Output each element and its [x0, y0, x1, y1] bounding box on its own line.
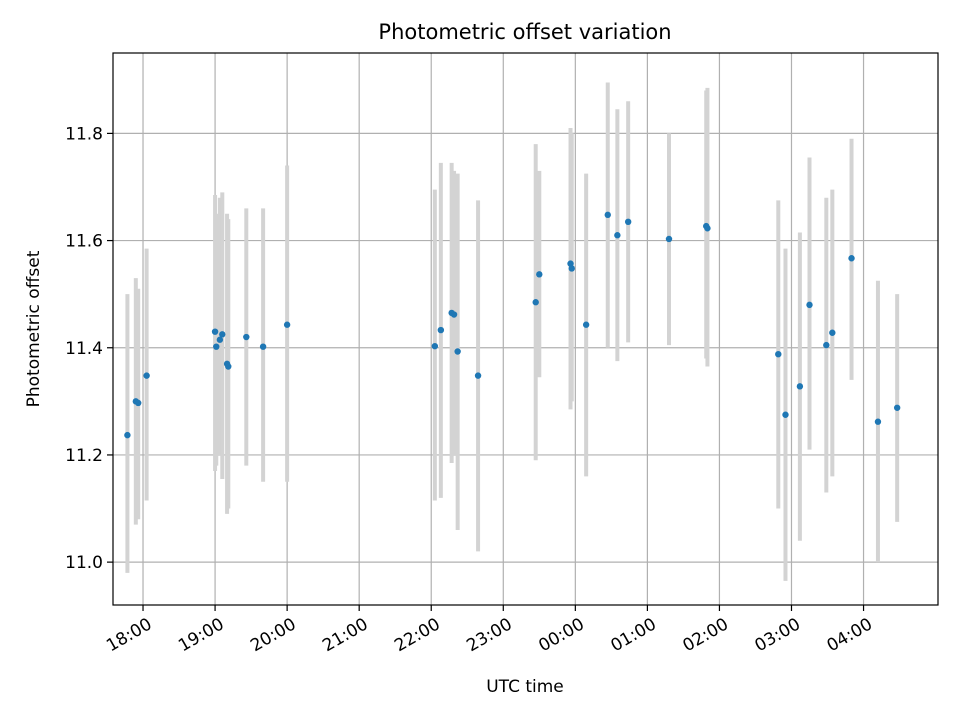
chart-title: Photometric offset variation	[378, 20, 671, 44]
data-point	[568, 265, 575, 272]
data-point	[848, 255, 855, 262]
data-point	[283, 321, 291, 328]
data-point	[532, 299, 539, 306]
data-point	[259, 343, 267, 350]
data-point	[213, 343, 220, 350]
data-point	[454, 348, 461, 355]
data-point	[450, 311, 458, 318]
y-tick-label: 11.6	[65, 232, 103, 252]
data-point	[219, 331, 226, 338]
y-axis-ticks: 11.0 11.2 11.4 11.6 11.8	[65, 124, 113, 573]
data-point	[225, 363, 232, 370]
data-point	[216, 336, 224, 343]
plot-frame	[112, 52, 939, 606]
data-point	[124, 431, 131, 439]
data-point	[874, 418, 882, 425]
data-point	[624, 218, 632, 226]
data-point	[474, 372, 482, 379]
x-axis-label: UTC time	[486, 677, 564, 697]
data-point	[782, 411, 789, 418]
data-point	[437, 326, 445, 334]
data-points	[124, 211, 901, 439]
data-point	[614, 232, 621, 239]
y-tick-label: 11.4	[65, 339, 103, 359]
data-point	[567, 260, 574, 267]
data-point	[823, 341, 830, 349]
y-tick-label: 11.0	[65, 553, 103, 573]
y-tick-label: 11.8	[65, 124, 103, 144]
data-point	[665, 235, 673, 243]
y-axis-label: Photometric offset	[24, 250, 44, 407]
y-tick-label: 11.2	[65, 446, 103, 466]
data-point	[135, 399, 142, 407]
data-point	[582, 321, 590, 328]
data-point	[829, 329, 836, 336]
data-point	[704, 225, 711, 232]
data-point	[806, 301, 813, 309]
data-point	[796, 383, 804, 390]
data-point	[143, 372, 150, 379]
data-point	[211, 328, 219, 335]
data-point	[431, 342, 439, 350]
data-point	[893, 404, 901, 411]
grid	[113, 53, 938, 605]
data-point	[775, 350, 782, 358]
data-point	[604, 211, 611, 219]
data-point	[536, 271, 543, 278]
data-point	[243, 333, 250, 341]
